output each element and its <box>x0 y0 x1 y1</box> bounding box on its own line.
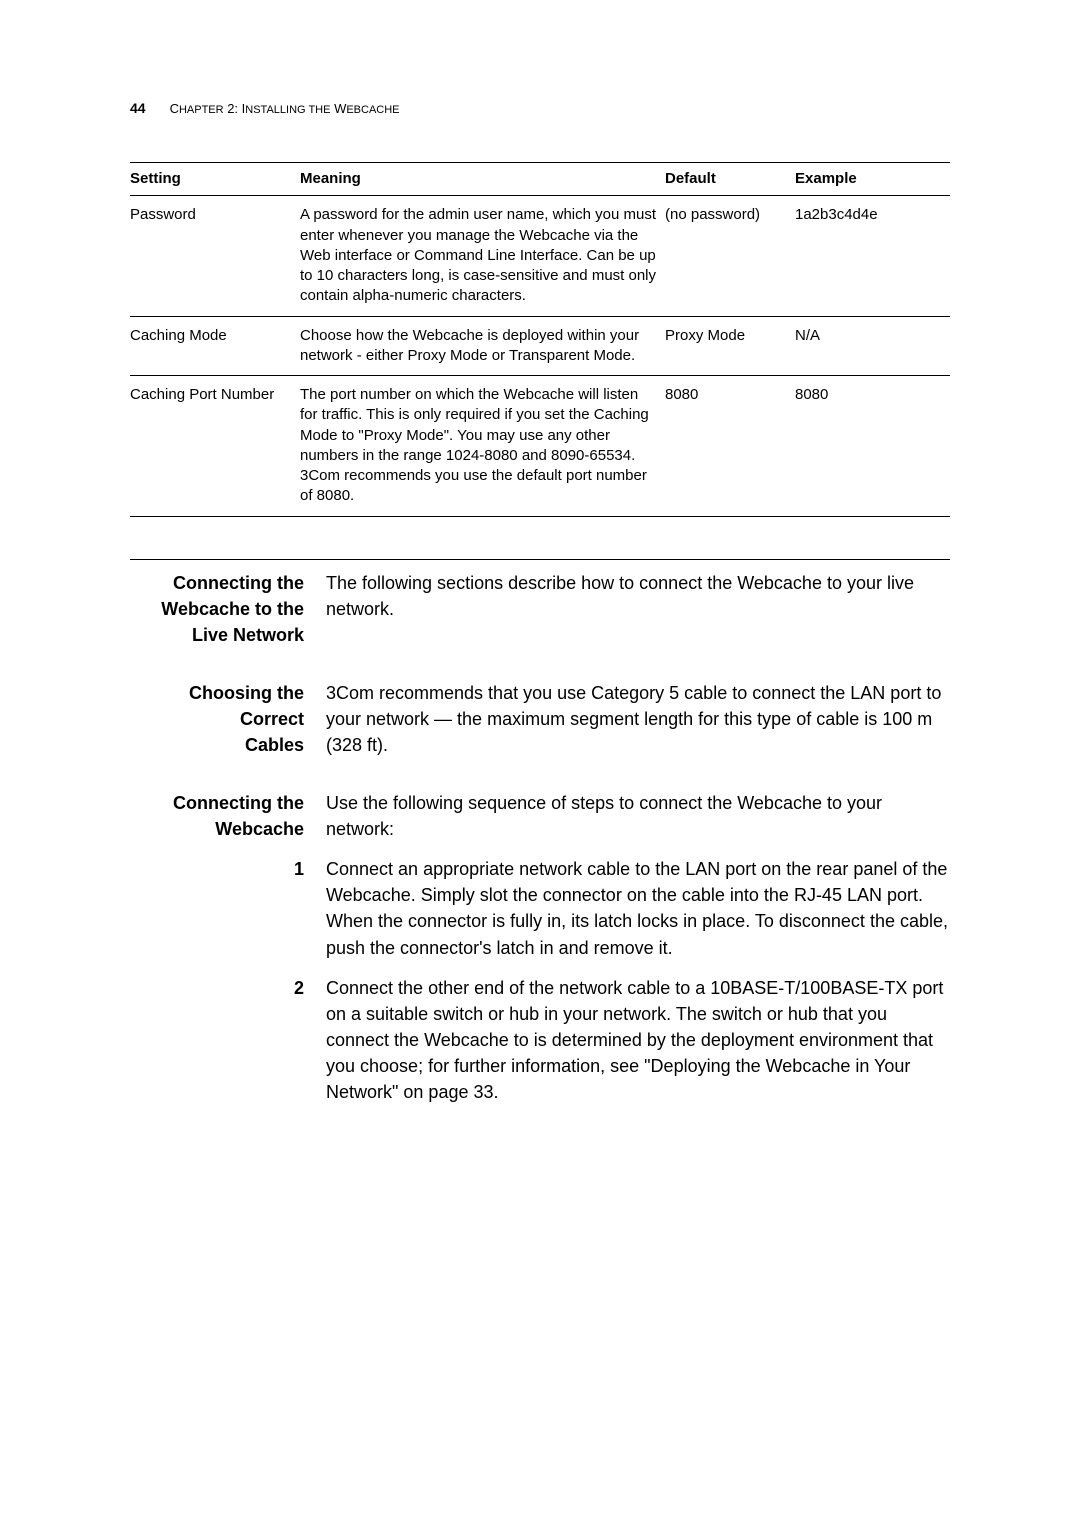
cell-meaning: Choose how the Webcache is deployed with… <box>300 316 665 376</box>
subsection-body: Use the following sequence of steps to c… <box>326 790 950 842</box>
section-title: Connecting the Webcache to the Live Netw… <box>130 570 326 648</box>
cell-example: 1a2b3c4d4e <box>795 196 950 316</box>
step-number: 1 <box>130 856 326 960</box>
table-row: Password A password for the admin user n… <box>130 196 950 316</box>
step-body: Connect an appropriate network cable to … <box>326 856 950 960</box>
cell-default: 8080 <box>665 376 795 517</box>
step-item: 2 Connect the other end of the network c… <box>130 975 950 1105</box>
col-header-setting: Setting <box>130 163 300 196</box>
cell-meaning: The port number on which the Webcache wi… <box>300 376 665 517</box>
page-header: 44 CHAPTER 2: INSTALLING THE WEBCACHE <box>130 100 950 116</box>
table-row: Caching Mode Choose how the Webcache is … <box>130 316 950 376</box>
cell-example: N/A <box>795 316 950 376</box>
subsection-title: Connecting the Webcache <box>130 790 326 842</box>
section-body: The following sections describe how to c… <box>326 570 950 648</box>
chapter-label: CHAPTER 2: INSTALLING THE WEBCACHE <box>170 101 400 116</box>
section-divider <box>130 559 950 560</box>
step-item: 1 Connect an appropriate network cable t… <box>130 856 950 960</box>
cell-example: 8080 <box>795 376 950 517</box>
page-content: 44 CHAPTER 2: INSTALLING THE WEBCACHE Se… <box>0 0 1080 1105</box>
subsection-title: Choosing the Correct Cables <box>130 680 326 758</box>
subsection-body: 3Com recommends that you use Category 5 … <box>326 680 950 758</box>
col-header-default: Default <box>665 163 795 196</box>
section-connecting: Connecting the Webcache to the Live Netw… <box>130 570 950 648</box>
page-number: 44 <box>130 100 146 116</box>
cell-meaning: A password for the admin user name, whic… <box>300 196 665 316</box>
cell-setting: Password <box>130 196 300 316</box>
step-number: 2 <box>130 975 326 1105</box>
table-header-row: Setting Meaning Default Example <box>130 163 950 196</box>
subsection-choosing-cables: Choosing the Correct Cables 3Com recomme… <box>130 680 950 758</box>
col-header-meaning: Meaning <box>300 163 665 196</box>
step-body: Connect the other end of the network cab… <box>326 975 950 1105</box>
col-header-example: Example <box>795 163 950 196</box>
cell-default: Proxy Mode <box>665 316 795 376</box>
table-row: Caching Port Number The port number on w… <box>130 376 950 517</box>
settings-table: Setting Meaning Default Example Password… <box>130 162 950 517</box>
subsection-connecting-webcache: Connecting the Webcache Use the followin… <box>130 790 950 842</box>
cell-setting: Caching Port Number <box>130 376 300 517</box>
cell-default: (no password) <box>665 196 795 316</box>
cell-setting: Caching Mode <box>130 316 300 376</box>
